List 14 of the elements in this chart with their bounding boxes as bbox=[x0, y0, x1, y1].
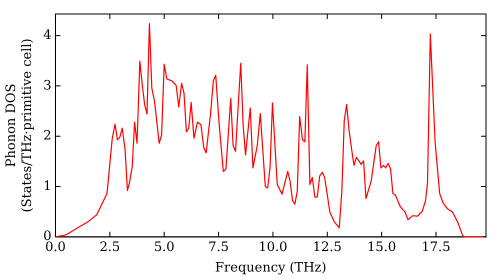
x-tick-label: 2.5 bbox=[99, 240, 120, 255]
x-tick-label: 17.5 bbox=[422, 240, 450, 255]
y-tick-label: 4 bbox=[43, 28, 52, 43]
y-tick-label: 3 bbox=[43, 78, 52, 94]
x-tick-label: 12.5 bbox=[312, 240, 342, 255]
x-tick-label: 5.0 bbox=[154, 240, 175, 255]
y-tick-label: 2 bbox=[43, 128, 52, 144]
x-tick-label: 10.0 bbox=[258, 240, 288, 255]
x-tick-label: 15.0 bbox=[367, 240, 396, 255]
y-axis-title: Phonon DOS (States/THz·primitive cell) bbox=[4, 38, 35, 212]
x-tick-label: 7.5 bbox=[208, 240, 229, 255]
x-tick-label: 0.0 bbox=[45, 240, 66, 255]
x-axis-title: Frequency (THz) bbox=[215, 260, 326, 276]
y-tick-label: 1 bbox=[43, 178, 52, 194]
